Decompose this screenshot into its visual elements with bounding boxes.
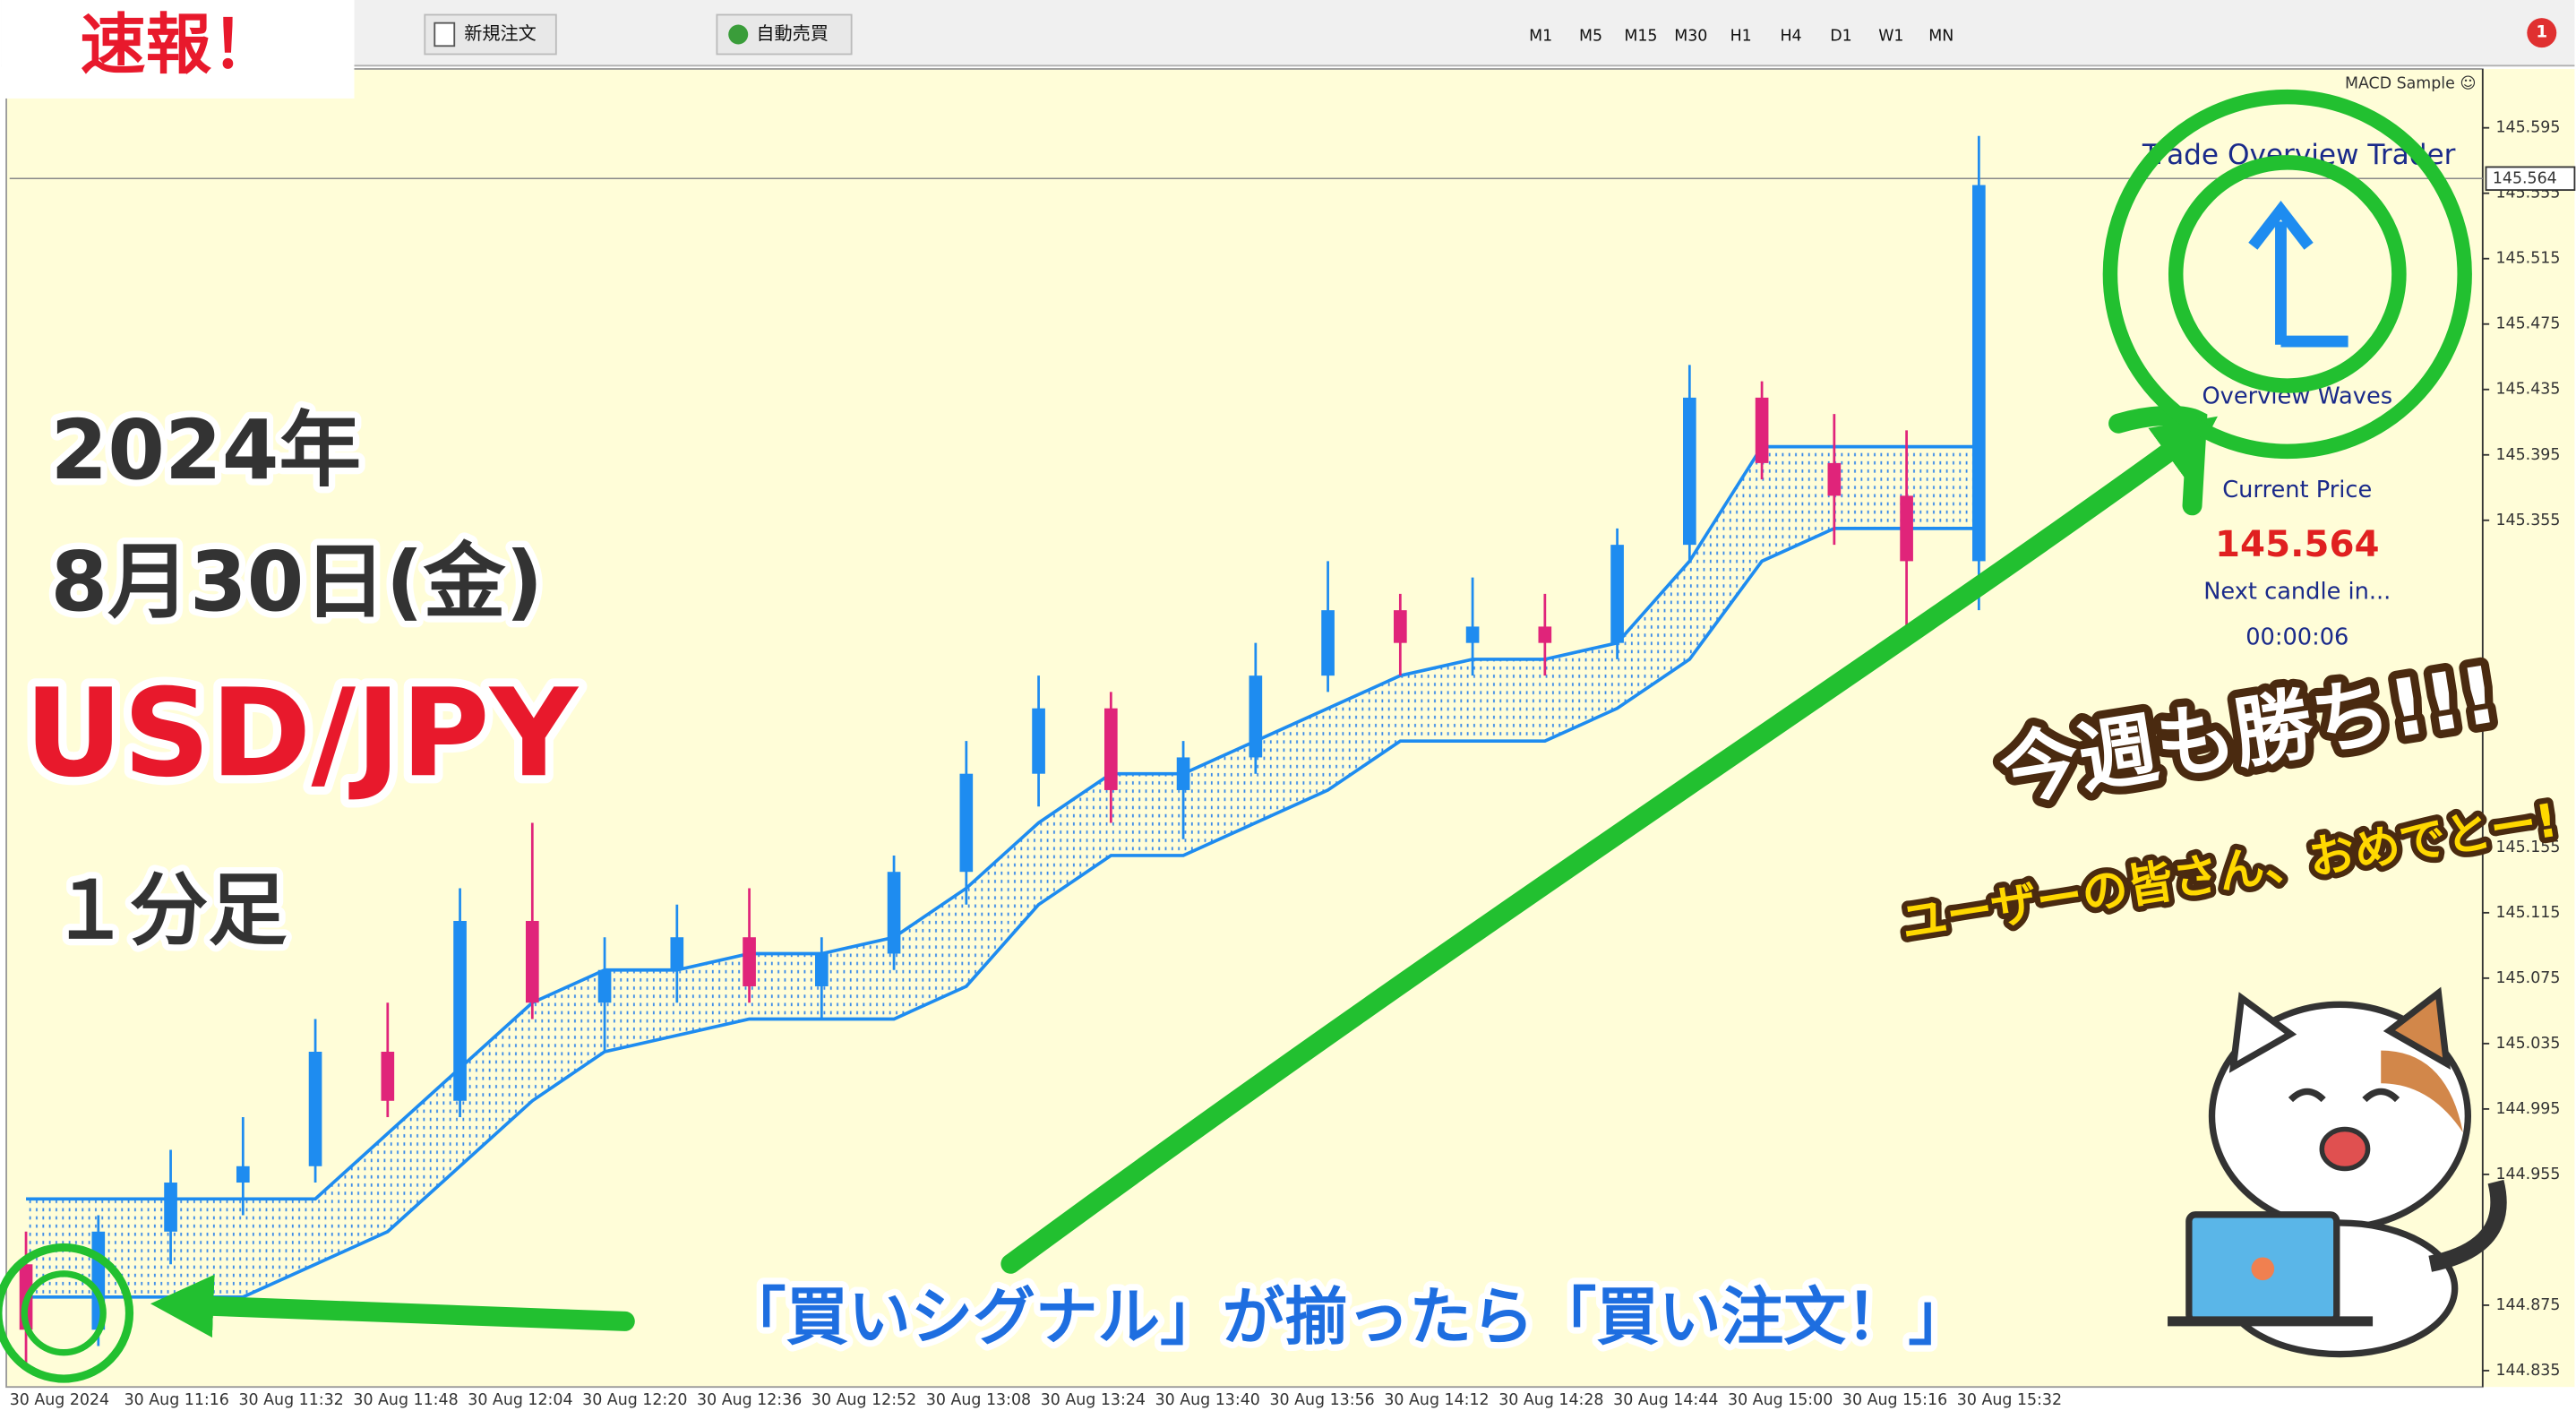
panel-timer: 00:00:06 bbox=[2245, 624, 2348, 651]
x-tick-label: 30 Aug 15:16 bbox=[1842, 1391, 1947, 1409]
x-tick-label: 30 Aug 12:20 bbox=[582, 1391, 687, 1409]
y-tick-label: 145.075 bbox=[2495, 969, 2560, 987]
timeframe: １分足 bbox=[51, 864, 288, 956]
candle-body bbox=[743, 937, 756, 986]
candle-body bbox=[381, 1052, 395, 1101]
x-tick-label: 30 Aug 11:32 bbox=[239, 1391, 344, 1409]
y-tick-label: 145.435 bbox=[2495, 381, 2560, 399]
candle-body bbox=[887, 872, 901, 954]
candle-body bbox=[164, 1183, 177, 1232]
candle-body bbox=[1321, 610, 1335, 676]
candle-body bbox=[453, 920, 467, 1101]
x-tick-label: 30 Aug 14:44 bbox=[1613, 1391, 1718, 1409]
panel-next: Next candle in... bbox=[2203, 578, 2391, 605]
x-tick-label: 30 Aug 13:56 bbox=[1269, 1391, 1374, 1409]
timeframe-button[interactable]: M1 bbox=[1529, 27, 1552, 45]
x-tick-label: 30 Aug 13:08 bbox=[926, 1391, 1031, 1409]
candle-body bbox=[1465, 626, 1480, 643]
candle-body bbox=[1176, 757, 1190, 790]
candle-body bbox=[1103, 708, 1118, 790]
y-tick-label: 145.395 bbox=[2495, 446, 2560, 464]
year: 2024年 bbox=[51, 402, 362, 498]
button-label[interactable]: 自動売買 bbox=[756, 22, 829, 44]
candle-body bbox=[1683, 397, 1696, 546]
candle-body bbox=[959, 773, 974, 873]
cat-illustration bbox=[2168, 986, 2507, 1358]
candle-body bbox=[1249, 675, 1263, 758]
signal-text: 「買いシグナル」が揃ったら「買い注文！」 bbox=[724, 1281, 1971, 1354]
price-tag-label: 145.564 bbox=[2493, 169, 2557, 187]
x-tick-label: 30 Aug 11:48 bbox=[353, 1391, 458, 1409]
y-tick-label: 144.955 bbox=[2495, 1166, 2560, 1183]
y-tick-label: 145.595 bbox=[2495, 119, 2560, 137]
alert-badge[interactable] bbox=[2527, 18, 2557, 48]
timeframe-button[interactable]: M30 bbox=[1674, 27, 1707, 45]
y-tick-label: 145.475 bbox=[2495, 315, 2560, 333]
price-axis bbox=[2482, 68, 2575, 1388]
x-tick-label: 30 Aug 2024 bbox=[10, 1391, 109, 1409]
annotations bbox=[0, 89, 2472, 1383]
timeframe-button[interactable]: M15 bbox=[1624, 27, 1657, 45]
candle-body bbox=[308, 1052, 322, 1166]
candle-body bbox=[814, 953, 829, 986]
date: 8月30日(金) bbox=[51, 534, 544, 630]
panel-price-caption: Current Price bbox=[2222, 477, 2372, 503]
x-tick-label: 30 Aug 15:00 bbox=[1728, 1391, 1833, 1409]
x-tick-label: 30 Aug 15:32 bbox=[1957, 1391, 2062, 1409]
candle-body bbox=[597, 969, 612, 1003]
price-tag bbox=[2485, 166, 2576, 192]
y-tick-label: 145.115 bbox=[2495, 904, 2560, 922]
timeframe-button[interactable]: H1 bbox=[1730, 27, 1752, 45]
cloud-upper bbox=[26, 444, 1979, 1201]
y-tick-label: 144.995 bbox=[2495, 1100, 2560, 1118]
candle-body bbox=[525, 920, 539, 1003]
cloud-lower bbox=[26, 527, 1979, 1299]
candle-body bbox=[1900, 495, 1913, 562]
flash-box bbox=[1, 0, 355, 99]
panel-price: 145.564 bbox=[2215, 523, 2380, 565]
candle-body bbox=[670, 937, 684, 970]
y-tick-label: 145.515 bbox=[2495, 250, 2560, 268]
candle-body bbox=[1032, 708, 1045, 774]
y-tick-label: 144.835 bbox=[2495, 1362, 2560, 1380]
candle-body bbox=[1538, 626, 1552, 643]
toolbar-buttons: 新規注文 自動売買 1 M1 M5 M15 M30 H1 H4 D1 W1 MN bbox=[424, 13, 2557, 56]
timeframe-button[interactable]: H4 bbox=[1780, 27, 1801, 45]
timeframe-button[interactable]: MN bbox=[1928, 27, 1953, 45]
button-label[interactable]: 新規注文 bbox=[464, 22, 537, 44]
x-tick-label: 30 Aug 11:16 bbox=[125, 1391, 229, 1409]
x-tick-label: 30 Aug 12:52 bbox=[811, 1391, 916, 1409]
flash-text: 速報！ bbox=[81, 7, 278, 83]
indicator-name: MACD Sample ☺ bbox=[2345, 74, 2477, 92]
x-tick-label: 30 Aug 13:24 bbox=[1041, 1391, 1146, 1409]
x-tick-label: 30 Aug 14:12 bbox=[1384, 1391, 1489, 1409]
toolbar bbox=[1, 0, 2575, 66]
y-tick-label: 144.875 bbox=[2495, 1296, 2560, 1314]
candle-body bbox=[1972, 185, 1986, 562]
y-tick-label: 145.155 bbox=[2495, 839, 2560, 856]
candle-body bbox=[1827, 462, 1842, 496]
candle-body bbox=[1755, 397, 1769, 463]
timeframe-button[interactable]: D1 bbox=[1830, 27, 1851, 45]
x-tick-label: 30 Aug 12:36 bbox=[697, 1391, 802, 1409]
x-tick-label: 30 Aug 12:04 bbox=[468, 1391, 572, 1409]
x-tick-label: 30 Aug 13:40 bbox=[1155, 1391, 1260, 1409]
alert-count: 1 bbox=[2536, 23, 2547, 42]
candle-body bbox=[236, 1166, 250, 1183]
candle-body bbox=[1610, 545, 1624, 643]
timeframe-button[interactable]: M5 bbox=[1579, 27, 1602, 45]
timeframe-button[interactable]: W1 bbox=[1878, 27, 1903, 45]
candle-body bbox=[1394, 610, 1407, 643]
y-tick-label: 145.035 bbox=[2495, 1035, 2560, 1053]
pair: USD/JPY bbox=[24, 662, 580, 804]
y-tick-label: 145.355 bbox=[2495, 512, 2560, 529]
x-tick-label: 30 Aug 14:28 bbox=[1498, 1391, 1603, 1409]
